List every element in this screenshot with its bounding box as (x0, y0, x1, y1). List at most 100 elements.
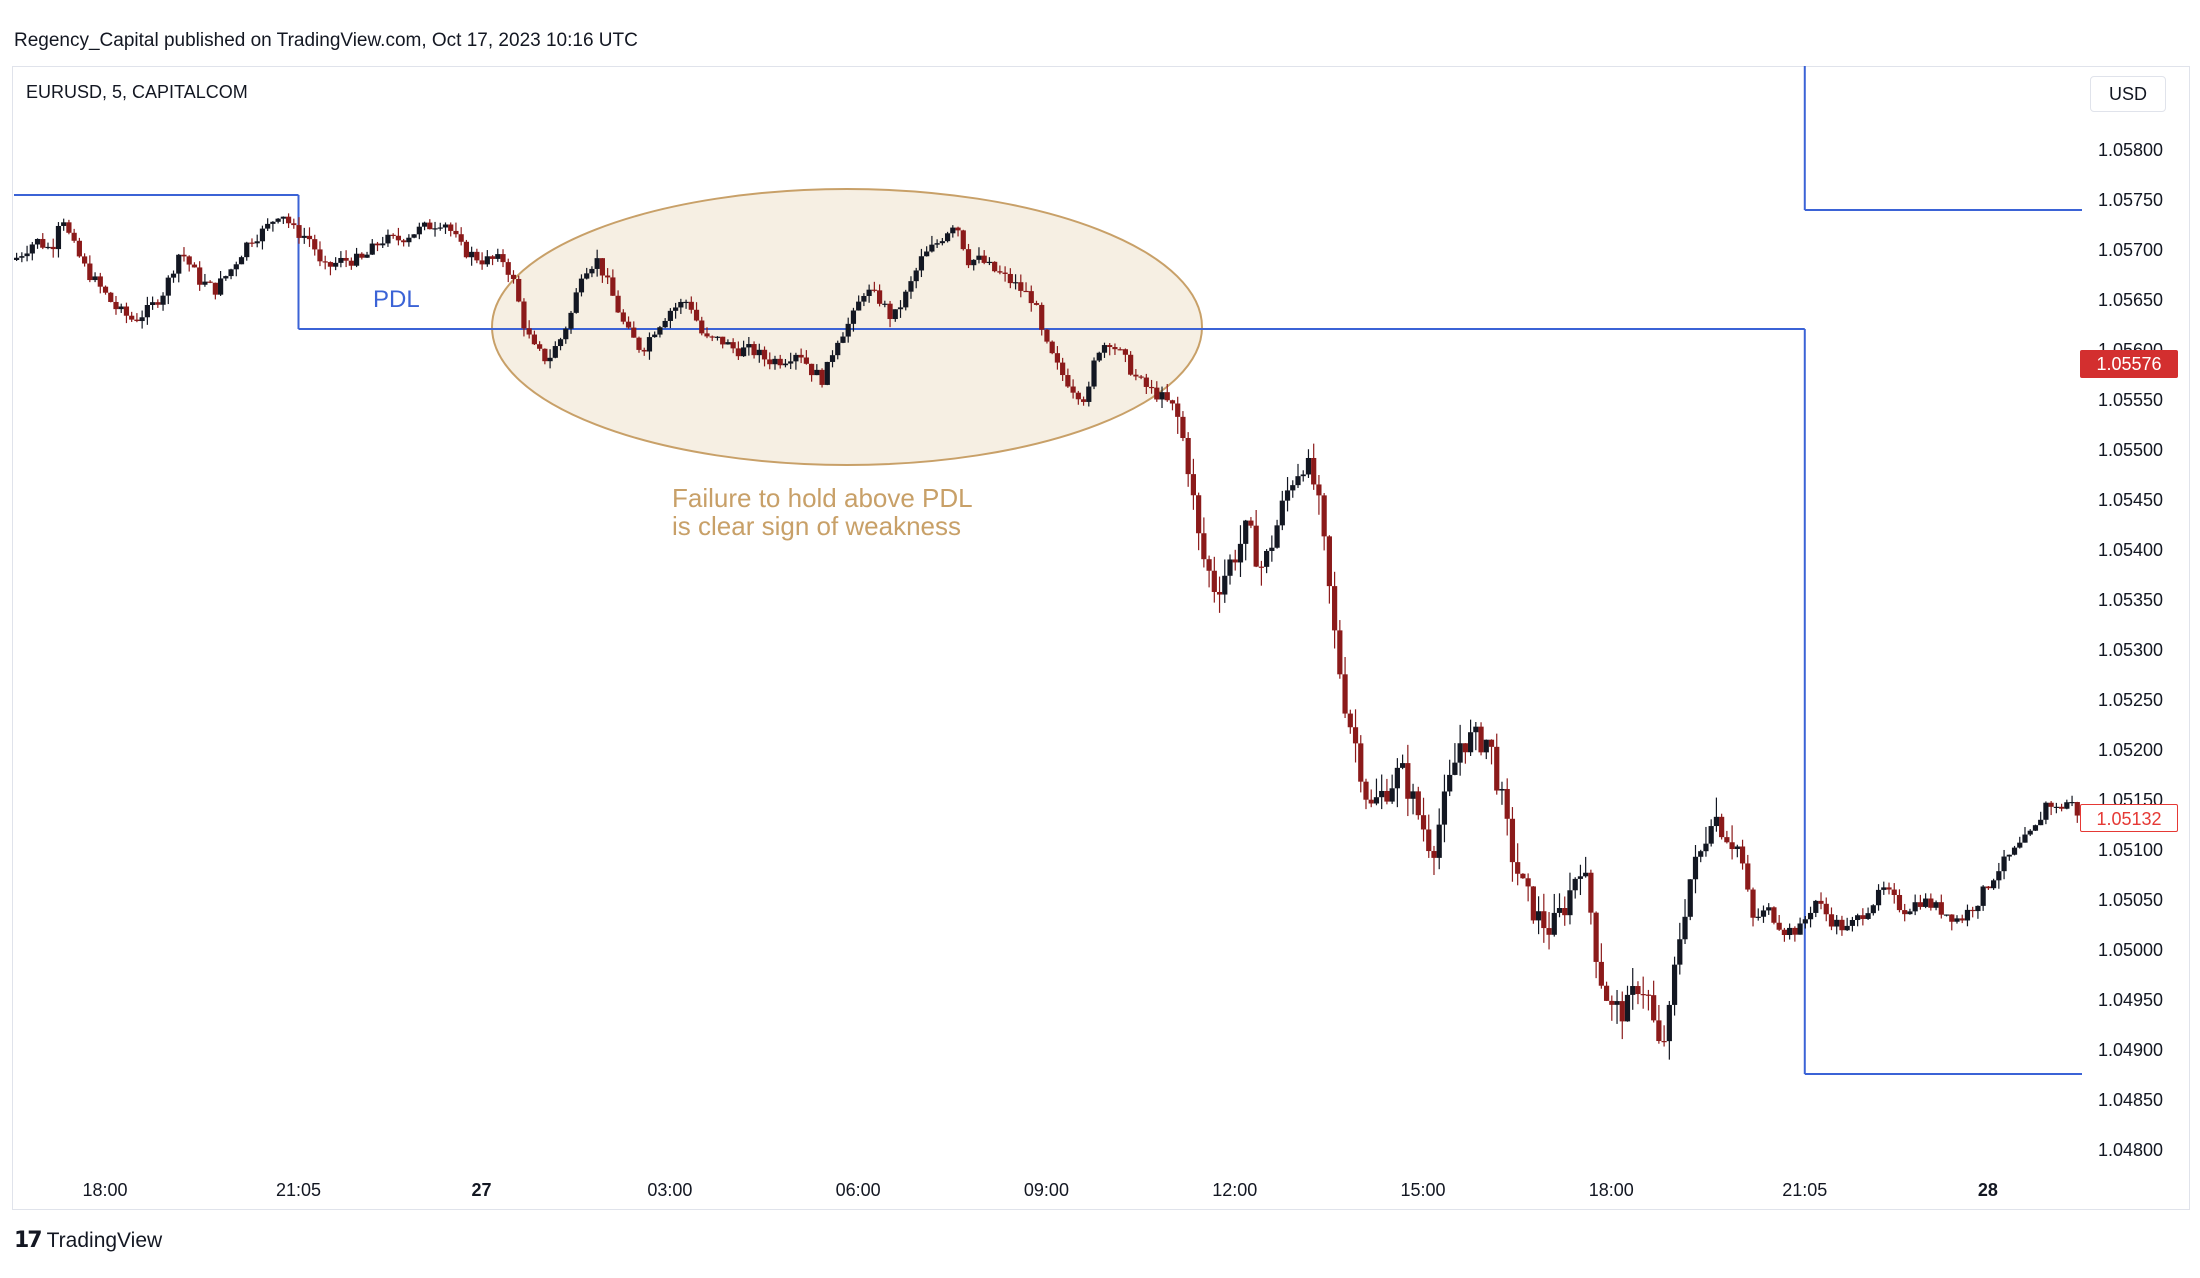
candle-379 (1996, 862, 2002, 889)
candle-238 (1258, 560, 1264, 586)
candle-120 (641, 347, 647, 356)
candle-52 (285, 213, 292, 229)
note-line-2: is clear sign of weakness (672, 511, 962, 541)
candle-163 (866, 284, 872, 303)
candle-140 (746, 337, 752, 356)
candle-20 (118, 303, 124, 313)
candle-255 (1347, 709, 1353, 734)
symbol-label[interactable]: EURUSD, 5, CAPITALCOM (26, 82, 248, 102)
candle-357 (1881, 881, 1887, 895)
y-tick-label-11: 1.05350 (2098, 590, 2163, 610)
currency-button[interactable]: USD (2090, 76, 2166, 112)
candle-13 (82, 253, 88, 267)
candle-249 (1316, 474, 1322, 515)
candle-170 (903, 289, 909, 311)
candle-364 (1917, 894, 1923, 910)
candle-376 (1980, 885, 1986, 911)
candle-245 (1295, 463, 1301, 488)
candle-215 (1138, 375, 1144, 380)
candle-195 (1033, 300, 1040, 306)
candle-186 (986, 257, 993, 266)
candle-85 (458, 227, 464, 246)
candle-146 (777, 354, 783, 369)
candle-19 (113, 295, 119, 315)
candle-259 (1368, 789, 1374, 808)
candle-214 (1133, 369, 1139, 381)
candle-375 (1975, 905, 1981, 919)
candle-192 (1018, 274, 1024, 298)
candle-388 (2043, 801, 2049, 825)
candle-117 (625, 316, 632, 329)
candle-232 (1227, 554, 1233, 585)
candle-116 (620, 309, 626, 325)
candle-318 (1677, 922, 1683, 975)
candle-370 (1949, 914, 1955, 931)
x-tick-label-4: 06:00 (836, 1180, 881, 1200)
candle-334 (1760, 905, 1767, 923)
candle-149 (793, 352, 799, 370)
candle-356 (1875, 884, 1882, 911)
candle-127 (678, 298, 684, 314)
candle-298 (1572, 877, 1578, 899)
candle-98 (526, 320, 532, 339)
candle-252 (1332, 571, 1338, 649)
candle-236 (1248, 517, 1254, 529)
candle-260 (1373, 778, 1380, 806)
candle-112 (599, 258, 605, 283)
candle-310 (1635, 981, 1641, 1005)
candle-159 (845, 317, 851, 343)
candle-292 (1541, 893, 1547, 943)
candle-92 (495, 248, 501, 262)
candle-36 (202, 273, 208, 287)
candle-345 (1818, 892, 1824, 910)
candle-164 (871, 281, 877, 293)
candle-150 (798, 348, 804, 364)
candle-71 (385, 229, 391, 247)
candle-335 (1766, 903, 1772, 915)
candle-347 (1828, 907, 1835, 931)
candle-80 (432, 221, 438, 237)
candle-86 (463, 239, 470, 259)
y-tick-label-12: 1.05400 (2098, 540, 2163, 560)
candle-203 (1075, 390, 1081, 405)
candle-217 (1148, 379, 1155, 394)
candle-394 (2074, 801, 2080, 823)
x-tick-label-9: 21:05 (1782, 1180, 1827, 1200)
candle-53 (291, 218, 297, 229)
candle-257 (1358, 735, 1364, 793)
candle-0 (14, 252, 20, 262)
candle-266 (1405, 744, 1411, 817)
candle-42 (233, 261, 239, 277)
candle-145 (772, 355, 778, 370)
candle-277 (1462, 743, 1468, 764)
candle-11 (71, 228, 77, 243)
candle-190 (1007, 268, 1013, 289)
candle-278 (1467, 719, 1474, 756)
candle-87 (469, 246, 475, 266)
candle-49 (270, 221, 276, 232)
candle-43 (238, 255, 245, 265)
candle-265 (1400, 754, 1406, 770)
candle-69 (374, 241, 381, 252)
candle-300 (1583, 856, 1589, 878)
y-tick-label-20: 1.05800 (2098, 140, 2163, 160)
candle-201 (1065, 368, 1071, 388)
footer[interactable]: 17 TradingView (14, 1228, 162, 1253)
candle-291 (1535, 896, 1542, 935)
candle-283 (1494, 733, 1500, 795)
candle-17 (102, 285, 109, 295)
candle-123 (657, 325, 663, 338)
candle-187 (992, 261, 998, 273)
candle-176 (934, 239, 940, 248)
candle-75 (406, 234, 412, 247)
candle-393 (2069, 795, 2075, 807)
candle-353 (1860, 908, 1866, 926)
candle-14 (87, 255, 93, 283)
candle-125 (667, 308, 673, 329)
candle-35 (197, 261, 203, 291)
candle-173 (918, 248, 925, 278)
candle-90 (484, 250, 490, 267)
candle-262 (1384, 778, 1390, 805)
candle-193 (1023, 282, 1029, 293)
